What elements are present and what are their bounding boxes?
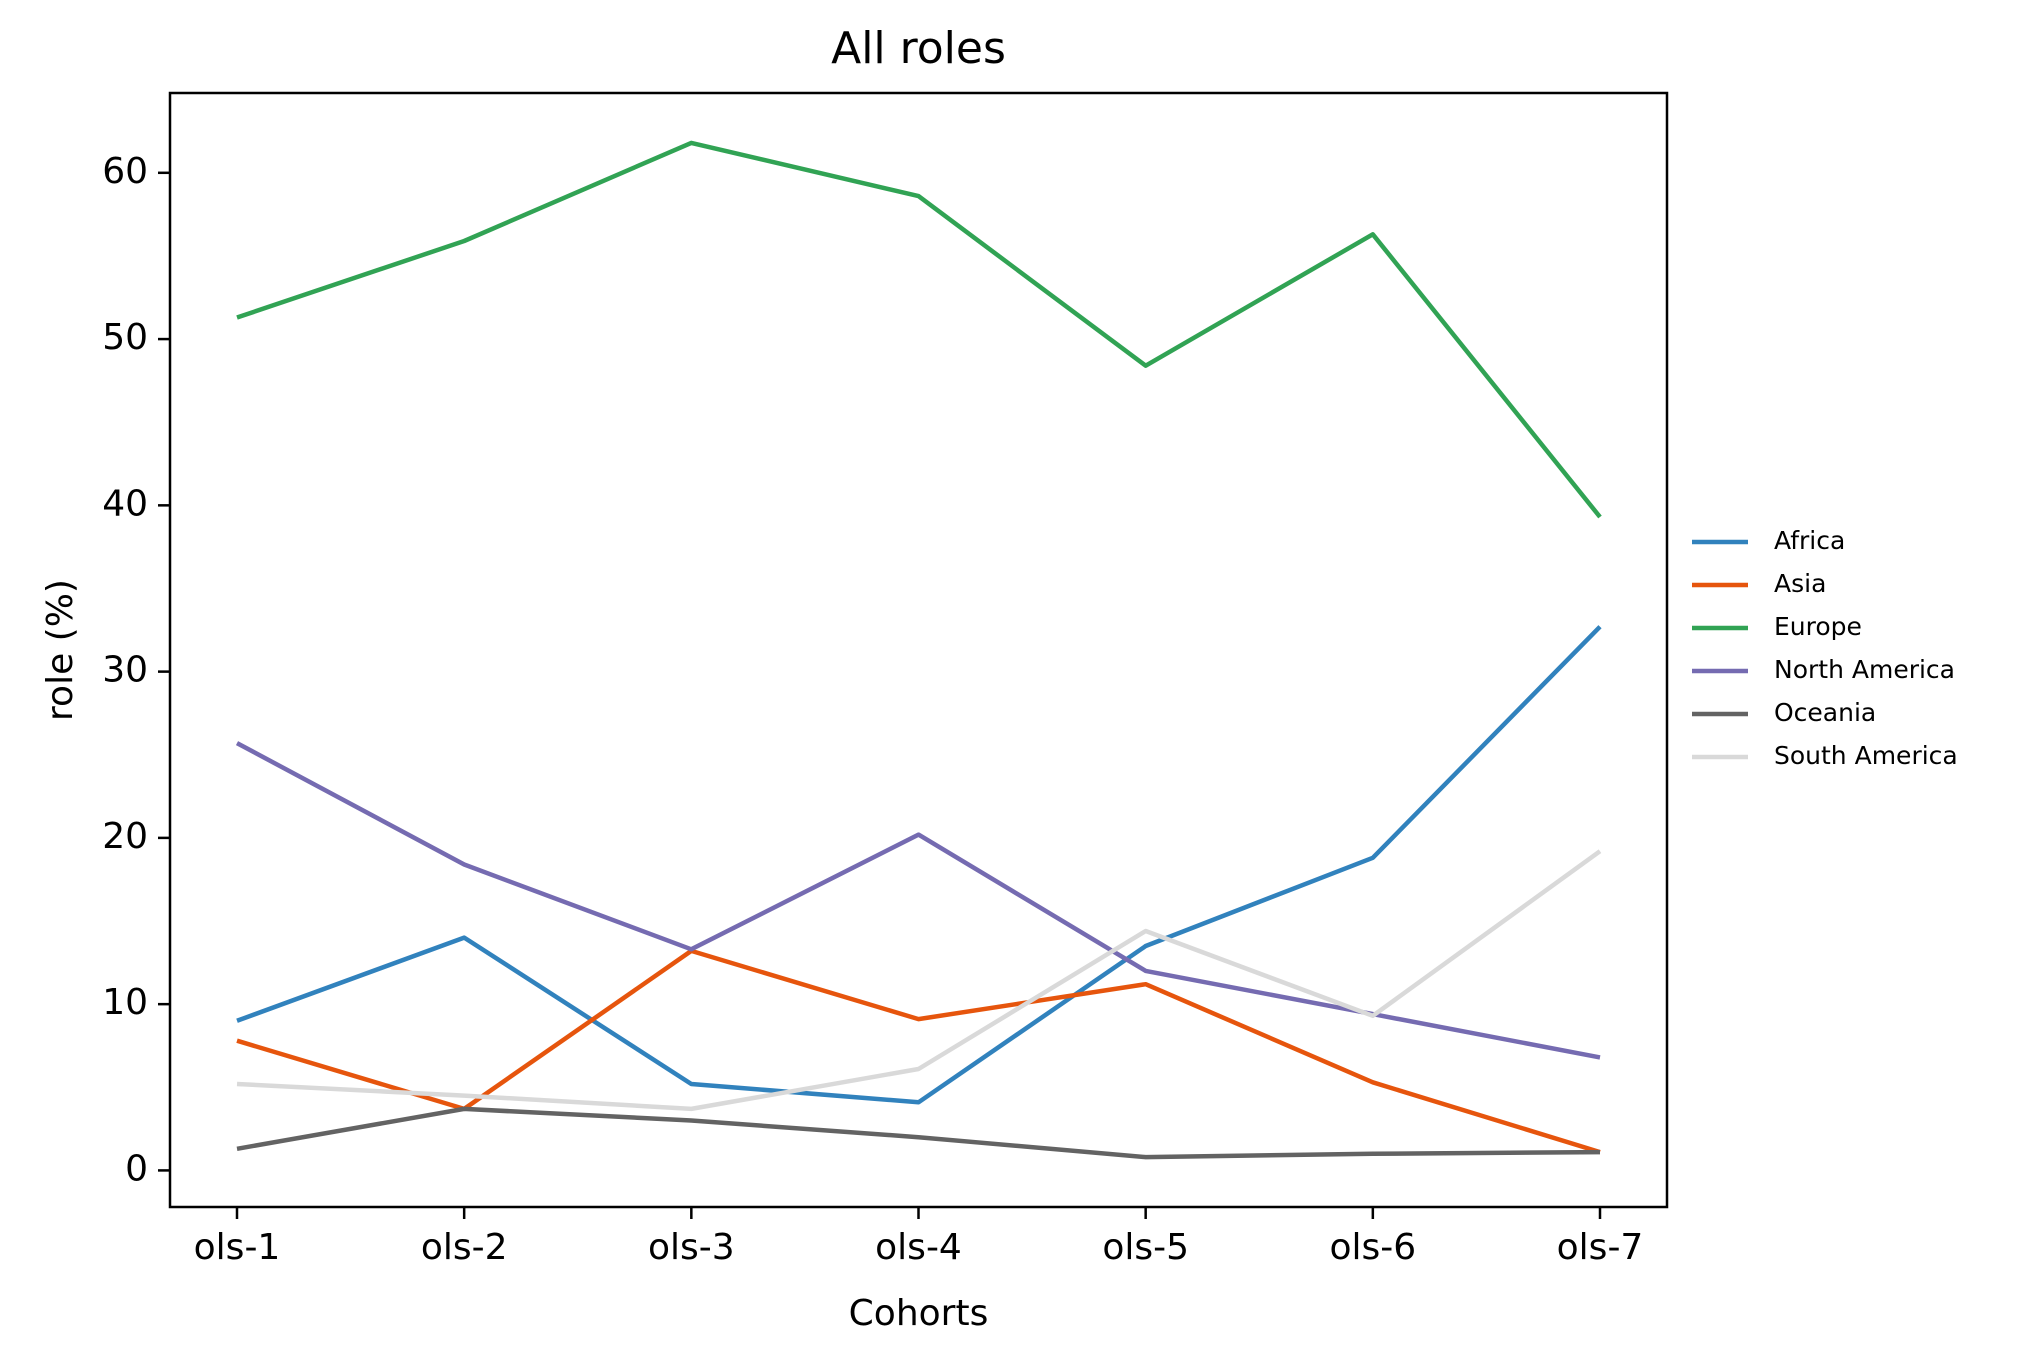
series-line-south-america <box>236 849 1602 1112</box>
legend: Africa Asia Europe North America Oceania Sout… <box>1692 526 1958 770</box>
x-tick-label: ols-6 <box>1329 1227 1416 1268</box>
legend-label: South America <box>1774 741 1958 770</box>
series-line-oceania <box>236 1106 1601 1160</box>
chart-title: All roles <box>831 23 1006 74</box>
y-tick-label: 10 <box>102 982 148 1023</box>
y-tick-label: 30 <box>102 650 148 691</box>
series-layer <box>235 140 1602 1160</box>
y-tick-label: 60 <box>102 151 148 192</box>
y-tick-label: 0 <box>125 1148 148 1189</box>
y-tick-label: 40 <box>102 483 148 524</box>
x-axis: ols-1 ols-2 ols-3 ols-4 ols-5 ols-6 ols-7 <box>194 1207 1644 1268</box>
legend-label: Asia <box>1774 569 1826 598</box>
x-tick-label: ols-3 <box>648 1227 735 1268</box>
legend-label: Oceania <box>1774 698 1876 727</box>
legend-label: Europe <box>1774 612 1862 641</box>
y-axis: 0 10 20 30 40 50 60 <box>102 151 170 1189</box>
series-line-europe <box>236 140 1602 519</box>
series-line-africa <box>236 625 1602 1105</box>
y-axis-label: role (%) <box>40 579 81 721</box>
y-tick-label: 50 <box>102 317 148 358</box>
x-tick-label: ols-4 <box>875 1227 962 1268</box>
x-axis-label: Cohorts <box>849 1293 989 1334</box>
x-tick-label: ols-5 <box>1102 1227 1189 1268</box>
legend-label: North America <box>1774 655 1955 684</box>
x-tick-label: ols-7 <box>1557 1227 1644 1268</box>
x-tick-label: ols-1 <box>194 1227 281 1268</box>
y-tick-label: 20 <box>102 816 148 857</box>
legend-label: Africa <box>1774 526 1845 555</box>
x-tick-label: ols-2 <box>421 1227 508 1268</box>
